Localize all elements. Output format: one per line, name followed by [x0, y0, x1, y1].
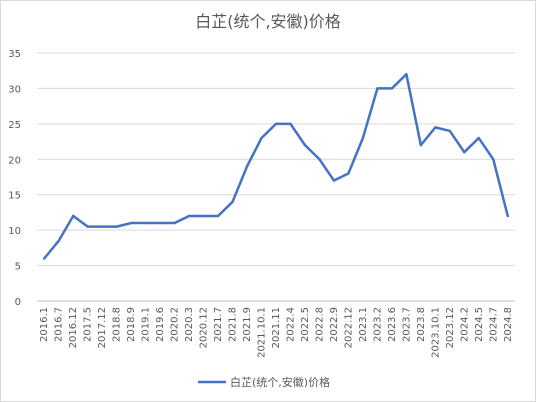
- data-point: [260, 136, 263, 140]
- x-tick-label: 2022.5: [300, 307, 311, 342]
- data-point: [448, 129, 452, 133]
- x-tick-label: 2016.7: [54, 307, 65, 342]
- x-tick-label: 2024.5: [474, 307, 485, 342]
- x-tick-label: 2019.6: [155, 307, 166, 342]
- legend-label: 白芷(统个,安徽)价格: [230, 375, 330, 389]
- data-point: [115, 225, 118, 228]
- data-point: [202, 214, 205, 218]
- data-point: [318, 158, 321, 161]
- data-point: [274, 122, 278, 126]
- x-tick-label: 2018.9: [126, 307, 137, 342]
- x-tick-label: 2024.2: [459, 307, 470, 342]
- x-tick-label: 2021.11: [271, 307, 282, 348]
- data-point: [216, 214, 220, 218]
- data-point: [303, 143, 307, 147]
- data-point: [173, 221, 176, 225]
- data-point: [72, 214, 75, 218]
- x-tick-label: 2016.12: [68, 307, 79, 348]
- x-tick-label: 2020.2: [170, 307, 181, 342]
- x-tick-label: 2019.1: [141, 307, 152, 342]
- data-point: [187, 214, 191, 218]
- series-layer: [42, 73, 510, 260]
- x-tick-label: 2017.12: [97, 307, 108, 348]
- x-tick-label: 2020.12: [199, 307, 210, 348]
- x-tick-label: 2023.2: [372, 307, 383, 342]
- x-tick-label: 2016.1: [39, 307, 50, 342]
- data-point: [100, 225, 104, 228]
- data-point: [43, 257, 46, 260]
- series-line: [42, 73, 510, 260]
- gridlines: [37, 52, 515, 302]
- x-tick-label: 2023.8: [416, 307, 427, 342]
- data-point: [158, 221, 162, 225]
- data-point: [419, 143, 423, 147]
- x-tick-label: 2024.8: [503, 307, 514, 342]
- data-point: [506, 214, 509, 218]
- x-tick-label: 2018.8: [112, 307, 123, 342]
- y-tick-label: 20: [8, 155, 21, 166]
- y-tick-label: 25: [8, 120, 21, 131]
- data-point: [405, 73, 408, 76]
- data-point: [463, 151, 466, 154]
- y-tick-label: 30: [8, 84, 21, 95]
- data-point: [361, 136, 365, 140]
- y-tick-label: 0: [15, 297, 21, 308]
- x-tick-label: 2023.10.1: [430, 307, 441, 358]
- x-tick-label: 2021.7: [213, 307, 224, 342]
- y-tick-label: 15: [8, 191, 21, 202]
- x-tick-label: 2023.7: [401, 307, 412, 342]
- data-point: [332, 179, 336, 182]
- x-axis-ticks: 2016.1 2016.7 2016.12 2017.5 2017.12 2018.8 20…: [39, 307, 514, 358]
- data-point: [492, 158, 495, 161]
- x-tick-label: 2023.1: [358, 307, 369, 342]
- x-tick-label: 2021.10.1: [257, 307, 268, 358]
- data-point: [144, 221, 147, 225]
- y-axis-ticks: 0 5 10 15 20 25 30 35: [8, 49, 21, 308]
- y-tick-label: 5: [15, 262, 21, 273]
- data-point: [347, 172, 350, 175]
- data-point: [86, 225, 89, 228]
- x-tick-label: 2024.7: [488, 307, 499, 342]
- x-tick-label: 2022.4: [285, 307, 296, 342]
- y-tick-label: 10: [8, 226, 21, 237]
- data-point: [434, 126, 437, 129]
- data-point: [57, 239, 60, 242]
- data-point: [477, 136, 480, 140]
- data-point: [376, 87, 379, 90]
- y-tick-label: 35: [8, 49, 21, 60]
- data-point: [390, 87, 394, 90]
- x-tick-label: 2017.5: [83, 307, 94, 342]
- x-tick-label: 2022.12: [343, 307, 354, 348]
- x-tick-label: 2021.8: [228, 307, 239, 342]
- data-point: [289, 122, 292, 126]
- data-point: [245, 165, 249, 168]
- legend: 白芷(统个,安徽)价格: [198, 375, 330, 389]
- x-tick-label: 2023.6: [387, 307, 398, 342]
- x-tick-label: 2021.9: [242, 307, 253, 342]
- x-tick-label: 2022.8: [314, 307, 325, 342]
- data-point: [129, 221, 133, 225]
- chart-title: 白芷(统个,安徽)价格: [195, 12, 341, 31]
- x-tick-label: 2022.9: [329, 307, 340, 342]
- data-point: [231, 200, 234, 203]
- x-tick-label: 2020.3: [184, 307, 195, 342]
- x-tick-label: 2023.12: [445, 307, 456, 348]
